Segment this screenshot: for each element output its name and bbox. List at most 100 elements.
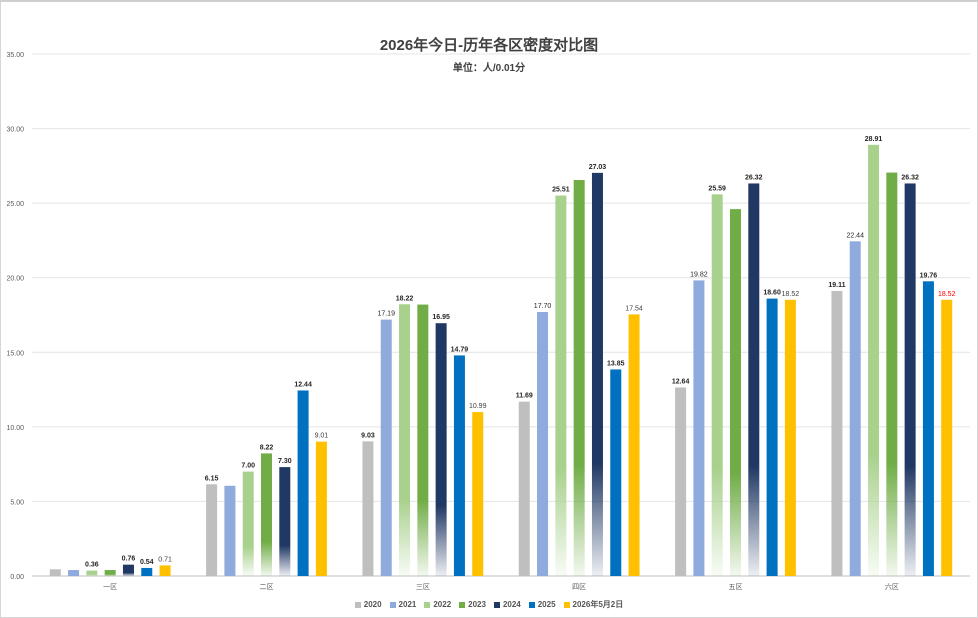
- y-tick-label: 35.00: [6, 52, 24, 59]
- bar: [591, 172, 603, 576]
- bar: [315, 441, 327, 576]
- data-label: 10.99: [469, 403, 487, 410]
- bar: [610, 369, 622, 576]
- legend-swatch: [528, 601, 535, 608]
- bar: [831, 290, 843, 576]
- bar: [784, 299, 796, 576]
- bar: [261, 453, 272, 576]
- bar: [555, 195, 567, 577]
- bar: [242, 471, 254, 576]
- bar: [472, 412, 484, 576]
- data-label: 16.95: [432, 314, 450, 321]
- data-label: 27.03: [589, 164, 607, 171]
- data-label: 18.52: [938, 291, 956, 298]
- data-label: 9.01: [315, 433, 329, 440]
- bar: [297, 390, 309, 576]
- chart-subtitle: 单位：人/0.01分: [452, 63, 526, 74]
- data-label: 17.19: [377, 311, 395, 318]
- legend-label: 2021: [398, 600, 417, 609]
- bar: [748, 183, 760, 576]
- bar: [868, 144, 880, 576]
- bar: [417, 304, 429, 576]
- legend-label: 2024: [502, 600, 521, 609]
- bar: [675, 387, 687, 576]
- bar: [730, 209, 741, 576]
- y-tick-label: 0.00: [10, 574, 24, 581]
- bar: [399, 304, 411, 576]
- legend-swatch: [493, 601, 500, 608]
- bar: [224, 485, 236, 576]
- bar: [693, 280, 705, 576]
- x-tick-label: 二区: [260, 583, 274, 591]
- bar: [104, 570, 116, 576]
- data-label: 25.51: [552, 187, 570, 194]
- bar: [362, 441, 374, 576]
- data-label: 18.52: [782, 291, 800, 298]
- legend-item: 2025: [528, 600, 556, 609]
- x-tick-label: 三区: [416, 583, 430, 591]
- bar: [86, 570, 98, 576]
- bar: [279, 467, 291, 576]
- x-tick-label: 六区: [885, 582, 899, 591]
- y-tick-label: 10.00: [6, 425, 24, 432]
- bar: [68, 570, 80, 576]
- bar: [766, 298, 778, 576]
- bar: [141, 567, 153, 576]
- y-tick-label: 30.00: [6, 127, 24, 134]
- bar: [159, 565, 171, 576]
- y-tick-label: 5.00: [10, 499, 24, 506]
- chart-title: 2026年今日-历年各区密度对比图: [379, 37, 599, 54]
- data-label: 7.00: [241, 463, 255, 470]
- y-tick-label: 15.00: [6, 350, 24, 357]
- legend-swatch: [459, 601, 466, 608]
- data-label: 0.76: [122, 556, 136, 563]
- bar: [380, 319, 392, 576]
- bar: [941, 299, 953, 576]
- legend-label: 2022: [433, 600, 452, 609]
- data-label: 17.70: [534, 303, 552, 310]
- data-label: 19.82: [690, 271, 708, 278]
- data-label: 13.85: [607, 360, 625, 367]
- legend-label: 2020: [363, 600, 382, 609]
- data-label: 18.60: [763, 290, 781, 297]
- legend-label: 2026年5月2日: [572, 600, 624, 609]
- data-label: 19.11: [828, 282, 845, 289]
- legend-swatch: [563, 601, 570, 608]
- legend-item: 2021: [389, 600, 417, 609]
- data-label: 12.44: [294, 381, 312, 388]
- bar: [711, 194, 723, 576]
- bar: [849, 241, 861, 576]
- top-border: [0, 0, 978, 2]
- data-label: 11.69: [516, 393, 533, 400]
- bar: [49, 569, 61, 576]
- legend-item: 2020: [354, 600, 382, 609]
- x-tick-label: 五区: [729, 583, 743, 591]
- data-label: 6.15: [205, 475, 219, 482]
- legend-label: 2025: [537, 600, 556, 609]
- legend-item: 2024: [493, 600, 521, 609]
- data-label: 0.71: [158, 556, 172, 563]
- chart-header: 2026年今日-历年各区密度对比图 单位：人/0.01分: [0, 34, 978, 74]
- bar: [518, 401, 530, 576]
- legend-swatch: [389, 601, 396, 608]
- data-label: 18.22: [396, 295, 414, 302]
- y-tick-label: 25.00: [6, 201, 24, 208]
- bar: [453, 355, 465, 576]
- bar: [922, 281, 934, 576]
- data-label: 25.59: [708, 185, 726, 192]
- legend-item: 2022: [424, 600, 451, 609]
- bar: [628, 314, 640, 576]
- data-label: 0.54: [140, 559, 154, 566]
- data-label: 7.30: [278, 458, 292, 465]
- legend-swatch: [424, 601, 431, 608]
- bar: [904, 183, 916, 576]
- y-tick-label: 20.00: [6, 276, 24, 283]
- bar: [886, 172, 898, 576]
- data-label: 26.32: [901, 174, 919, 181]
- legend-item: 2026年5月2日: [563, 599, 624, 610]
- data-label: 28.91: [865, 136, 883, 143]
- data-label: 14.79: [451, 346, 469, 353]
- x-tick-label: 四区: [572, 583, 586, 591]
